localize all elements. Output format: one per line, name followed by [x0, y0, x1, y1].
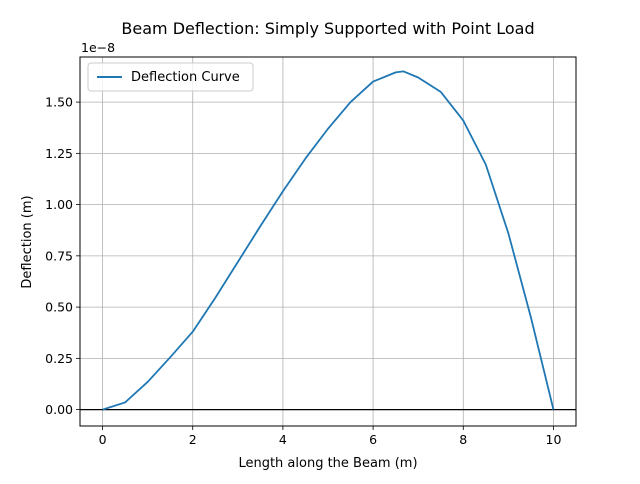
x-tick-label: 8 [459, 432, 467, 447]
x-tick-label: 4 [279, 432, 287, 447]
x-tick-label: 10 [546, 432, 562, 447]
x-axis-ticks: 0 2 4 6 8 10 [99, 426, 562, 447]
y-tick-label: 1.25 [45, 146, 73, 161]
legend-box [87, 62, 254, 92]
y-tick-label: 0.75 [45, 248, 73, 263]
chart-title: Beam Deflection: Simply Supported with P… [121, 19, 534, 38]
x-axis-label: Length along the Beam (m) [238, 456, 417, 471]
y-tick-label: 0.25 [45, 351, 73, 366]
x-tick-label: 6 [369, 432, 377, 447]
y-scale-label: 1e−8 [81, 40, 115, 55]
y-tick-label: 1.50 [45, 95, 73, 110]
plot-frame [79, 56, 577, 427]
legend-label: Deflection Curve [131, 70, 240, 85]
x-tick-label: 0 [99, 432, 107, 447]
y-tick-label: 1.00 [45, 197, 73, 212]
grid-lines [80, 57, 576, 426]
x-tick-label: 2 [189, 432, 197, 447]
legend: Deflection Curve [87, 62, 254, 92]
y-axis-ticks: 0.00 0.25 0.50 0.75 1.00 1.25 1.50 [45, 95, 80, 417]
y-tick-label: 0.00 [45, 402, 73, 417]
y-axis-label: Deflection (m) [20, 195, 35, 288]
series-line-deflection-curve [102, 70, 555, 411]
y-tick-label: 0.50 [45, 300, 73, 315]
series-layer [102, 70, 555, 411]
